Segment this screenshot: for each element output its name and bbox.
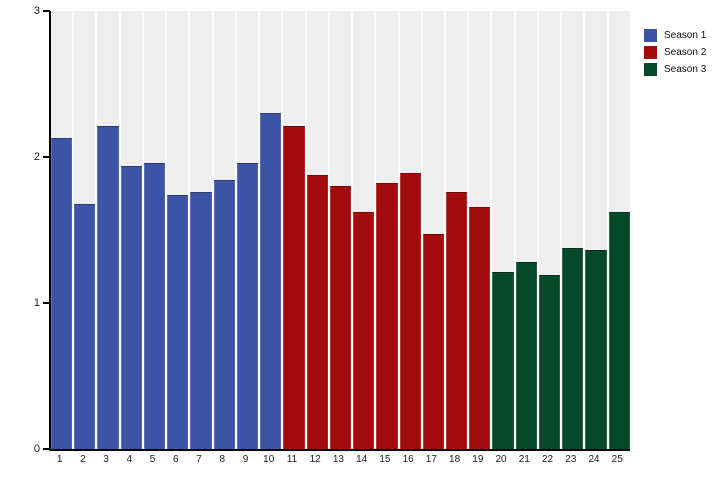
x-tick-label: 8	[219, 454, 226, 465]
bar-episode-18	[445, 192, 468, 449]
x-tick-label: 17	[425, 454, 437, 465]
bar-episode-11	[283, 126, 305, 449]
x-tick-label: 15	[379, 454, 391, 465]
x-tick-label: 20	[495, 454, 507, 465]
bar-slot-band	[422, 11, 444, 449]
bar-episode-16	[399, 173, 421, 449]
plot-area	[49, 11, 630, 451]
bar-slot-band	[213, 11, 235, 449]
x-tick-label: 10	[263, 454, 275, 465]
bar-slot-band	[306, 11, 328, 449]
x-tick-label: 18	[449, 454, 461, 465]
x-tick-label: 16	[402, 454, 414, 465]
bar-episode-25	[608, 212, 630, 449]
bar-episode-17	[422, 234, 444, 449]
bar-slot-band	[236, 11, 259, 449]
y-tick-label: 1	[33, 297, 40, 309]
legend-swatch-icon	[644, 63, 657, 76]
y-tick-label: 3	[33, 5, 40, 17]
bar-episode-21	[515, 262, 537, 449]
x-tick-label: 1	[56, 454, 63, 465]
bar-episode-22	[538, 275, 561, 449]
bar-episode-4	[120, 165, 142, 449]
bar-slot-band	[190, 11, 212, 449]
x-tick-label: 22	[541, 454, 554, 465]
bar-slot-band	[97, 11, 119, 449]
bar-episode-10	[260, 113, 282, 449]
bar-episode-14	[353, 212, 375, 449]
bar-episode-6	[167, 194, 189, 449]
bar-slot-band	[538, 11, 561, 449]
x-tick-label: 12	[309, 454, 321, 465]
bar-episode-9	[236, 162, 259, 449]
x-tick-label: 25	[611, 454, 623, 465]
bar-episode-19	[469, 206, 491, 449]
bar-episode-2	[74, 203, 96, 449]
bar-slot-band	[260, 11, 282, 449]
bar-slots	[51, 11, 630, 449]
bar-slot-band	[445, 11, 468, 449]
bar-slot-band	[120, 11, 142, 449]
legend-item: Season 1	[644, 29, 706, 42]
bar-slot-band	[143, 11, 166, 449]
x-tick-label: 9	[242, 454, 249, 465]
bar-slot-band	[492, 11, 514, 449]
bar-episode-15	[376, 183, 398, 449]
y-tick-label: 0	[33, 443, 40, 455]
bar-slot-band	[585, 11, 607, 449]
y-tick-mark	[43, 448, 50, 450]
bar-episode-20	[492, 272, 514, 449]
bar-slot-band	[515, 11, 537, 449]
bar-episode-24	[585, 250, 607, 449]
bar-slot-band	[469, 11, 491, 449]
bar-slot-band	[329, 11, 352, 449]
bar-episode-3	[97, 126, 119, 449]
bar-slot-band	[562, 11, 584, 449]
bar-slot-band	[74, 11, 96, 449]
bar-slot-band	[399, 11, 421, 449]
x-tick-label: 2	[80, 454, 86, 465]
legend-swatch-icon	[644, 46, 657, 59]
legend-item: Season 2	[644, 46, 706, 59]
y-tick-label: 2	[33, 151, 40, 163]
bar-episode-12	[306, 174, 328, 449]
legend: Season 1 Season 2 Season 3	[644, 29, 706, 80]
y-tick-mark	[43, 10, 50, 12]
x-tick-label: 7	[196, 454, 202, 465]
y-tick-mark	[43, 302, 50, 304]
x-tick-label: 14	[356, 454, 368, 465]
x-tick-label: 5	[149, 454, 156, 465]
legend-item: Season 3	[644, 63, 706, 76]
legend-swatch-icon	[644, 29, 657, 42]
bar-episode-5	[143, 162, 166, 449]
bar-slot-band	[51, 11, 73, 449]
x-tick-label: 23	[565, 454, 577, 465]
bar-episode-13	[329, 186, 352, 449]
x-tick-label: 11	[286, 454, 298, 465]
x-tick-label: 19	[472, 454, 484, 465]
legend-label: Season 3	[664, 64, 707, 75]
x-tick-label: 6	[173, 454, 179, 465]
bar-episode-1	[51, 138, 73, 449]
x-tick-label: 24	[588, 454, 600, 465]
bar-slot-band	[353, 11, 375, 449]
y-tick-mark	[43, 156, 50, 158]
bar-episode-7	[190, 192, 212, 449]
x-tick-label: 4	[126, 454, 133, 465]
x-tick-label: 13	[332, 454, 344, 465]
bar-episode-23	[562, 247, 584, 449]
x-tick-label: 21	[518, 454, 530, 465]
bar-slot-band	[376, 11, 398, 449]
bar-slot-band	[167, 11, 189, 449]
x-axis-labels: 1 2 3 4 5 6 7 8 9 10 11 12 13 14 15 16 17 18 19 20 21 22 23 24 2…	[49, 454, 628, 466]
legend-label: Season 1	[664, 30, 707, 41]
bar-slot-band	[608, 11, 630, 449]
bar-episode-8	[213, 180, 235, 449]
legend-label: Season 2	[664, 47, 707, 58]
x-tick-label: 3	[103, 454, 109, 465]
bar-slot-band	[283, 11, 305, 449]
